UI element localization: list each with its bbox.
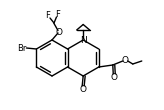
Text: O: O [55, 28, 62, 37]
Text: F: F [56, 10, 61, 19]
Text: O: O [122, 56, 129, 65]
Text: F: F [46, 11, 51, 20]
Text: O: O [111, 73, 118, 82]
Text: N: N [80, 36, 87, 45]
Text: O: O [80, 85, 87, 94]
Text: Br: Br [17, 43, 26, 52]
